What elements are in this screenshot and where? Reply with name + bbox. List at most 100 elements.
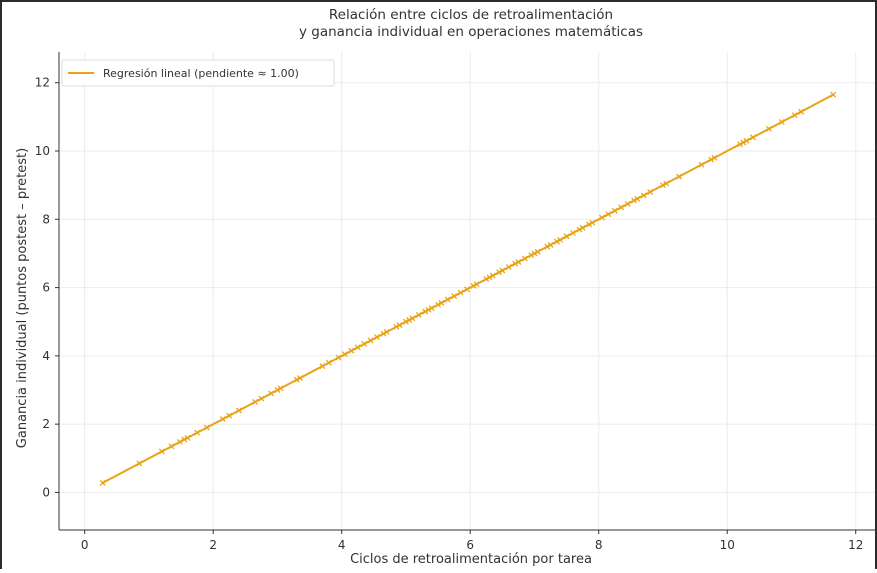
data-point-marker bbox=[740, 139, 747, 146]
data-point-marker bbox=[258, 395, 265, 402]
data-point-marker bbox=[176, 438, 183, 445]
data-point-marker bbox=[486, 274, 493, 281]
data-point-marker bbox=[766, 125, 772, 132]
y-tick-label: 8 bbox=[42, 212, 50, 226]
data-point-marker bbox=[252, 399, 258, 405]
chart-title-line-1: Relación entre ciclos de retroalimentaci… bbox=[329, 7, 613, 23]
data-point-marker bbox=[435, 301, 442, 308]
data-point-marker bbox=[496, 269, 503, 276]
data-point-marker bbox=[274, 387, 281, 393]
data-point-marker bbox=[470, 282, 477, 289]
data-point-marker bbox=[605, 211, 612, 218]
data-point-marker bbox=[483, 276, 490, 283]
data-point-marker bbox=[457, 289, 464, 296]
y-tick-label: 2 bbox=[42, 417, 50, 431]
x-tick-label: 2 bbox=[209, 538, 217, 552]
data-point-marker bbox=[406, 317, 413, 323]
data-point-marker bbox=[361, 340, 368, 347]
data-point-marker bbox=[268, 390, 274, 397]
data-point-marker bbox=[798, 108, 805, 115]
data-point-marker bbox=[749, 134, 756, 141]
data-point-marker bbox=[464, 286, 470, 293]
data-point-marker bbox=[711, 154, 718, 161]
y-tick-label: 0 bbox=[42, 485, 50, 499]
data-point-marker bbox=[428, 305, 435, 312]
data-point-marker bbox=[553, 238, 560, 245]
data-point-marker bbox=[598, 214, 605, 221]
data-point-marker bbox=[438, 299, 445, 306]
data-point-marker bbox=[158, 448, 165, 455]
data-point-marker bbox=[676, 173, 682, 180]
y-tick-label: 12 bbox=[35, 76, 50, 90]
data-point-marker bbox=[451, 293, 458, 300]
series-layer bbox=[99, 91, 837, 486]
y-tick-labels: 0 2 4 6 8 10 12 bbox=[35, 76, 50, 500]
data-point-marker bbox=[444, 296, 451, 303]
data-point-marker bbox=[489, 272, 496, 279]
data-point-marker bbox=[415, 311, 422, 318]
y-tick-label: 4 bbox=[42, 349, 50, 363]
data-point-marker bbox=[296, 375, 303, 382]
x-tick-label: 8 bbox=[595, 538, 603, 552]
y-tick-label: 10 bbox=[35, 144, 50, 158]
data-point-marker bbox=[737, 141, 744, 148]
x-tick-label: 6 bbox=[466, 538, 474, 552]
chart-title-line-2: y ganancia individual en operaciones mat… bbox=[299, 24, 643, 40]
data-point-marker bbox=[624, 200, 631, 207]
data-point-marker bbox=[325, 359, 332, 366]
data-point-marker bbox=[586, 221, 593, 228]
data-point-marker bbox=[403, 318, 409, 325]
data-point-marker bbox=[512, 260, 519, 267]
data-point-marker bbox=[219, 416, 226, 422]
data-point-marker bbox=[184, 434, 191, 441]
data-point-marker bbox=[743, 137, 750, 144]
data-point-marker bbox=[367, 337, 374, 344]
data-point-marker bbox=[631, 197, 638, 204]
data-point-marker bbox=[570, 229, 576, 236]
data-point-marker bbox=[354, 344, 361, 351]
data-point-marker bbox=[341, 351, 348, 358]
y-axis-label: Ganancia individual (puntos postest – pr… bbox=[15, 148, 30, 448]
data-point-marker bbox=[557, 236, 564, 243]
data-point-marker bbox=[505, 264, 512, 271]
data-point-marker bbox=[348, 347, 355, 354]
data-point-marker bbox=[235, 407, 242, 414]
data-point-marker bbox=[409, 315, 416, 322]
data-point-marker bbox=[136, 460, 143, 467]
data-point-marker bbox=[203, 424, 210, 431]
x-tick-labels: 0 2 4 6 8 10 12 bbox=[81, 538, 863, 552]
data-point-marker bbox=[277, 385, 284, 392]
data-point-marker bbox=[589, 219, 596, 226]
data-point-marker bbox=[611, 207, 618, 214]
data-point-marker bbox=[640, 192, 647, 199]
data-point-marker bbox=[181, 436, 188, 443]
data-point-marker bbox=[791, 112, 798, 119]
data-point-marker bbox=[534, 248, 541, 255]
x-axis-label: Ciclos de retroalimentación por tarea bbox=[350, 552, 592, 567]
data-point-marker bbox=[515, 259, 522, 265]
axes bbox=[55, 52, 875, 534]
legend: Regresión lineal (pendiente ≈ 1.00) bbox=[61, 59, 335, 87]
data-point-marker bbox=[778, 119, 785, 125]
data-point-marker bbox=[99, 479, 106, 486]
data-point-marker bbox=[335, 354, 342, 361]
data-point-marker bbox=[698, 161, 705, 168]
x-tick-label: 10 bbox=[720, 538, 735, 552]
data-point-marker bbox=[521, 255, 528, 262]
data-point-marker bbox=[383, 329, 390, 335]
data-point-marker bbox=[194, 429, 201, 436]
data-point-marker bbox=[618, 204, 625, 211]
data-point-marker bbox=[634, 195, 641, 202]
x-tick-label: 0 bbox=[81, 538, 89, 552]
data-point-marker bbox=[579, 224, 586, 231]
data-point-marker bbox=[293, 376, 300, 383]
data-point-marker bbox=[708, 156, 715, 163]
data-point-marker bbox=[531, 250, 538, 257]
data-point-marker bbox=[528, 252, 535, 259]
data-point-marker bbox=[422, 308, 429, 315]
data-point-marker bbox=[396, 322, 403, 329]
legend-label: Regresión lineal (pendiente ≈ 1.00) bbox=[103, 67, 299, 80]
data-point-marker bbox=[544, 243, 551, 250]
